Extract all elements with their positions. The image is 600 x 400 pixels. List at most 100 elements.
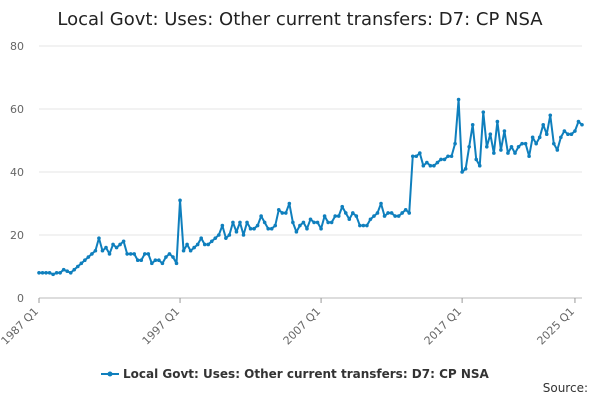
data-point bbox=[114, 245, 119, 250]
x-tick-label-4: 2025 Q1 bbox=[535, 305, 578, 348]
data-point bbox=[209, 239, 214, 244]
data-point bbox=[90, 252, 94, 256]
data-point bbox=[164, 255, 168, 259]
data-point bbox=[135, 258, 140, 263]
x-tick-label-1: 1997 Q1 bbox=[140, 305, 183, 348]
data-point bbox=[40, 271, 45, 275]
series-local-govt-d7 bbox=[37, 97, 584, 277]
data-point bbox=[551, 141, 556, 146]
data-point bbox=[484, 145, 489, 149]
data-point bbox=[509, 145, 514, 149]
data-point bbox=[407, 211, 412, 215]
data-point bbox=[562, 129, 567, 133]
data-point bbox=[421, 163, 426, 168]
legend: Local Govt: Uses: Other current transfer… bbox=[101, 367, 490, 381]
data-point bbox=[400, 211, 404, 215]
data-point bbox=[502, 129, 507, 133]
data-point bbox=[238, 220, 242, 225]
data-point bbox=[266, 226, 270, 231]
data-point bbox=[280, 211, 285, 215]
data-point bbox=[333, 214, 337, 218]
data-point bbox=[298, 223, 302, 228]
data-point bbox=[308, 217, 313, 222]
data-point bbox=[569, 132, 574, 136]
x-tick-label-2: 2007 Q1 bbox=[281, 305, 324, 348]
y-tick-label-80: 80 bbox=[10, 40, 24, 53]
data-point bbox=[368, 217, 373, 222]
data-point bbox=[340, 204, 345, 209]
data-point bbox=[37, 271, 41, 275]
x-tick-label-3: 2017 Q1 bbox=[422, 305, 465, 348]
data-point bbox=[68, 271, 73, 275]
data-point bbox=[301, 220, 306, 225]
data-point bbox=[83, 258, 87, 263]
data-point bbox=[160, 261, 165, 266]
data-point bbox=[107, 252, 112, 256]
data-point bbox=[97, 236, 101, 240]
data-point bbox=[61, 267, 66, 272]
data-point bbox=[566, 132, 570, 136]
x-axis: 1987 Q1 1997 Q1 2007 Q1 2017 Q1 2025 Q1 bbox=[0, 297, 582, 348]
data-point bbox=[456, 97, 461, 102]
legend-swatch-marker bbox=[107, 371, 113, 377]
data-point bbox=[217, 233, 221, 237]
data-point bbox=[410, 154, 415, 159]
data-point bbox=[319, 226, 323, 231]
data-point bbox=[231, 220, 235, 225]
data-point bbox=[372, 214, 376, 218]
data-point bbox=[329, 220, 334, 225]
data-point bbox=[195, 242, 200, 247]
data-point bbox=[51, 272, 55, 277]
data-point bbox=[523, 141, 528, 146]
data-point bbox=[315, 220, 320, 225]
data-point bbox=[396, 214, 401, 218]
data-point bbox=[361, 223, 366, 228]
data-point bbox=[111, 242, 115, 247]
data-point bbox=[72, 267, 77, 272]
data-point bbox=[153, 258, 158, 263]
data-point bbox=[188, 248, 193, 253]
data-point bbox=[375, 211, 380, 215]
data-point bbox=[379, 201, 383, 206]
data-point bbox=[414, 154, 419, 159]
data-point bbox=[470, 122, 475, 127]
data-point bbox=[142, 252, 147, 256]
data-point bbox=[157, 258, 161, 263]
chart-title: Local Govt: Uses: Other current transfer… bbox=[57, 9, 543, 30]
data-point bbox=[174, 261, 179, 266]
data-point bbox=[227, 233, 232, 237]
data-point bbox=[150, 261, 154, 266]
data-point bbox=[262, 220, 267, 225]
data-point bbox=[185, 242, 189, 247]
data-point bbox=[351, 211, 355, 215]
data-point bbox=[121, 239, 126, 244]
data-point bbox=[343, 211, 348, 215]
data-point bbox=[146, 252, 151, 256]
data-point bbox=[291, 220, 295, 225]
data-point bbox=[520, 141, 524, 146]
data-point bbox=[181, 248, 186, 253]
data-point bbox=[199, 236, 203, 240]
data-point bbox=[481, 110, 486, 114]
data-point bbox=[439, 157, 443, 162]
data-point bbox=[467, 145, 471, 149]
data-point bbox=[79, 261, 84, 266]
data-point bbox=[305, 226, 309, 231]
data-point bbox=[425, 160, 429, 165]
data-point bbox=[234, 230, 239, 234]
data-point bbox=[555, 148, 560, 152]
data-point bbox=[573, 129, 577, 133]
data-point bbox=[287, 201, 292, 206]
data-point bbox=[435, 160, 440, 165]
data-point bbox=[495, 119, 500, 124]
data-point bbox=[432, 163, 436, 168]
data-point bbox=[192, 245, 196, 250]
data-point bbox=[336, 214, 341, 218]
data-point bbox=[100, 248, 105, 253]
data-point bbox=[241, 233, 246, 237]
data-point bbox=[534, 141, 538, 146]
series-line bbox=[39, 98, 583, 276]
data-point bbox=[269, 226, 274, 231]
data-point bbox=[132, 252, 137, 256]
data-point bbox=[248, 226, 253, 231]
